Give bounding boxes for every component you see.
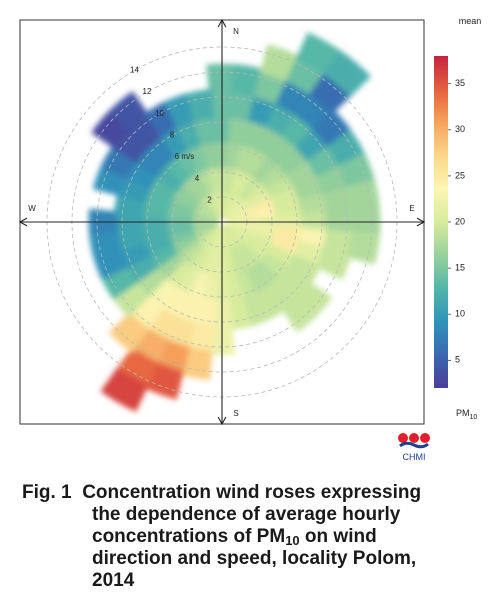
wind-rose-cell (346, 231, 380, 265)
caption-text-3b: on wind (299, 526, 377, 547)
wind-rose-cell (280, 294, 318, 333)
south-label: S (233, 409, 238, 418)
cells-smoothed (88, 32, 381, 412)
caption-text-1: Concentration wind roses expressing (82, 482, 422, 503)
west-arrow (18, 217, 28, 227)
caption-subscript: 10 (285, 533, 300, 548)
speed-tick-label: 4 (195, 174, 200, 183)
colorbar-tick-label: 10 (455, 309, 465, 319)
colorbar-tick-label: 35 (455, 78, 465, 88)
colorbar-title: mean (459, 16, 482, 26)
chmi-logo: CHMI (392, 430, 436, 466)
wind-rose-cell (108, 312, 150, 353)
wind-rose-plot: 2 4 6 m/s 8 10 12 14 N E S W mean 5 10 15 20 25 30 35 PM1… (18, 16, 481, 426)
colorbar-label: PM10 (456, 408, 477, 421)
colorbar: mean 5 10 15 20 25 30 35 PM10 (434, 16, 481, 421)
speed-tick-label: 6 m/s (175, 152, 195, 161)
chmi-logo-mark (398, 433, 430, 449)
colorbar-tick-label: 20 (455, 216, 465, 226)
speed-tick-label: 12 (143, 87, 152, 96)
caption-line-2: the dependence of average hourly (92, 504, 401, 525)
colorbar-tick-label: 25 (455, 170, 465, 180)
east-label: E (409, 204, 414, 213)
caption-line-5: 2014 (92, 570, 135, 591)
wind-rose-cell (185, 88, 215, 122)
colorbar-tick-label: 15 (455, 262, 465, 272)
compass-axes (18, 18, 426, 426)
caption-line-1: Fig. 1 Concentration wind roses expressi… (22, 482, 492, 504)
west-label: W (28, 204, 36, 213)
speed-tick-label: 8 (170, 131, 175, 140)
wind-rose-cell (108, 91, 150, 132)
wind-rose-cell (322, 49, 372, 97)
figure-caption: Fig. 1 Concentration wind roses expressi… (22, 482, 492, 592)
speed-tick-label: 14 (130, 66, 139, 75)
wind-rose-svg: 2 4 6 m/s 8 10 12 14 N E S W mean 5 10 15 20 25 30 35 PM1… (18, 16, 481, 426)
colorbar-tick-label: 30 (455, 124, 465, 134)
speed-tick-labels: 2 4 6 m/s 8 10 12 14 (130, 66, 212, 205)
chmi-logo-text: CHMI (402, 452, 426, 462)
wind-rose-cell (315, 247, 352, 280)
direction-labels: N E S W (28, 27, 414, 418)
caption-prefix: Fig. 1 (22, 482, 72, 503)
caption-text-3: concentrations of PM (92, 526, 286, 547)
caption-line-4: direction and speed, locality Polom, (92, 548, 417, 569)
north-arrow (217, 18, 227, 28)
north-label: N (233, 27, 239, 36)
speed-tick-label: 10 (155, 109, 164, 118)
wind-rose-cell (100, 367, 149, 412)
heatmap-cells (88, 32, 381, 412)
caption-line-3: concentrations of PM10 on wind (22, 526, 492, 548)
colorbar-gradient (434, 56, 448, 388)
speed-tick-label: 2 (207, 195, 212, 204)
colorbar-tick-label: 5 (455, 355, 460, 365)
south-arrow (217, 416, 227, 426)
east-arrow (416, 217, 426, 227)
